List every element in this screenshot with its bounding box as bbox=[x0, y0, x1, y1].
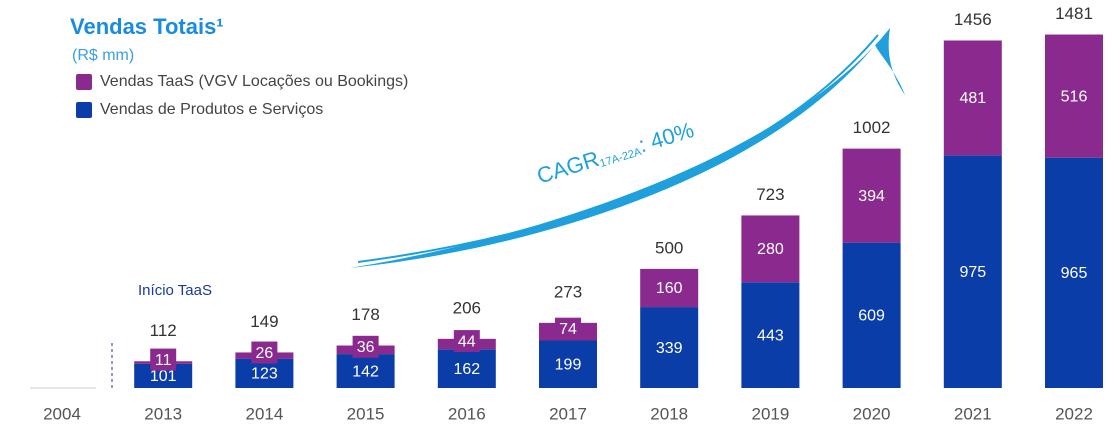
value-label: 26 bbox=[256, 345, 274, 362]
legend: Vendas TaaS (VGV Locações ou Bookings) Ve… bbox=[76, 73, 408, 118]
legend-label: Vendas TaaS (VGV Locações ou Bookings) bbox=[100, 73, 408, 90]
cagr-subscript: 17A-22A bbox=[598, 146, 643, 170]
total-label: 1481 bbox=[1055, 4, 1093, 23]
total-label: 723 bbox=[756, 185, 784, 204]
x-tick-label: 2013 bbox=[144, 404, 182, 423]
value-label: 516 bbox=[1061, 88, 1088, 105]
value-label: 199 bbox=[555, 356, 582, 373]
value-label: 481 bbox=[959, 90, 986, 107]
start-annotation: Início TaaS bbox=[138, 282, 212, 299]
value-label: 394 bbox=[858, 188, 885, 205]
total-label: 1456 bbox=[954, 10, 992, 29]
x-tick-label: 2015 bbox=[347, 404, 385, 423]
chart-title: Vendas Totais¹ bbox=[70, 14, 224, 39]
chart: Vendas Totais¹ (R$ mm) Vendas TaaS (VGV … bbox=[0, 0, 1118, 424]
total-label: 1002 bbox=[853, 118, 891, 137]
legend-swatch bbox=[76, 74, 92, 90]
value-label: 162 bbox=[453, 361, 480, 378]
value-label: 280 bbox=[757, 241, 784, 258]
value-label: 975 bbox=[959, 264, 986, 281]
chart-subtitle: (R$ mm) bbox=[72, 47, 134, 64]
value-label: 123 bbox=[251, 366, 278, 383]
x-tick-label: 2022 bbox=[1055, 404, 1093, 423]
legend-swatch bbox=[76, 102, 92, 118]
value-label: 339 bbox=[656, 340, 683, 357]
x-tick-label: 2019 bbox=[751, 404, 789, 423]
growth-arrow-stroke bbox=[358, 35, 878, 262]
x-tick-label: 2017 bbox=[549, 404, 587, 423]
value-label: 965 bbox=[1061, 265, 1088, 282]
total-label: 112 bbox=[150, 321, 177, 340]
total-label: 273 bbox=[554, 282, 582, 301]
x-tick-label: 2021 bbox=[954, 404, 992, 423]
total-label: 149 bbox=[250, 312, 278, 331]
total-label: 500 bbox=[655, 238, 683, 257]
x-tick-label: 2018 bbox=[650, 404, 688, 423]
value-label: 609 bbox=[858, 308, 885, 325]
value-label: 11 bbox=[155, 352, 172, 369]
value-label: 443 bbox=[757, 327, 784, 344]
cagr-suffix: : 40% bbox=[636, 117, 697, 157]
value-label: 74 bbox=[559, 321, 577, 338]
x-tick-label: 2004 bbox=[43, 404, 81, 423]
value-label: 36 bbox=[357, 339, 375, 356]
x-tick-label: 2014 bbox=[245, 404, 283, 423]
total-label: 206 bbox=[453, 298, 481, 317]
value-label: 142 bbox=[352, 363, 379, 380]
total-label: 178 bbox=[351, 305, 379, 324]
value-label: 160 bbox=[656, 280, 683, 297]
page: Vendas Totais¹ (R$ mm) Vendas TaaS (VGV … bbox=[0, 0, 1118, 424]
x-tick-label: 2020 bbox=[853, 404, 891, 423]
legend-label: Vendas de Produtos e Serviços bbox=[100, 101, 323, 118]
cagr-text: CAGR bbox=[534, 146, 602, 188]
x-tick-label: 2016 bbox=[448, 404, 486, 423]
value-label: 101 bbox=[150, 368, 177, 385]
growth-arrow bbox=[350, 28, 905, 268]
value-label: 44 bbox=[458, 333, 476, 350]
